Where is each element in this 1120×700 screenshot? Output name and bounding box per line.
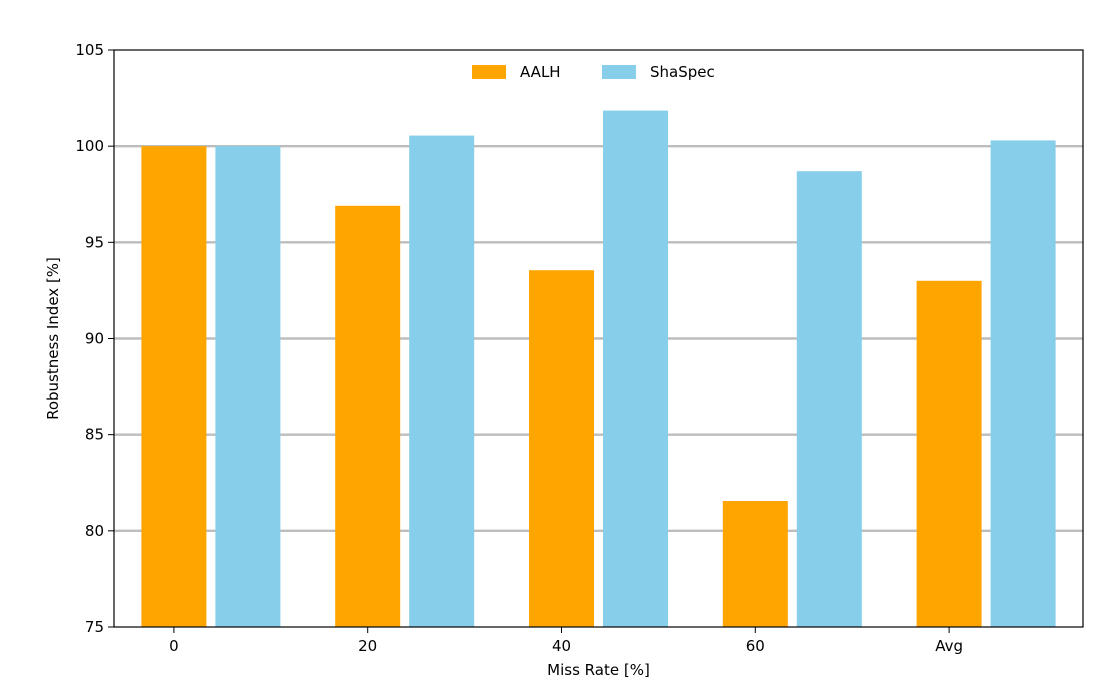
x-tick-label: 60: [746, 637, 765, 655]
legend-swatch-aalh: [472, 65, 506, 79]
bar-aalh-60: [722, 501, 788, 627]
y-tick-label: 75: [85, 618, 104, 636]
y-axis-title: Robustness Index [%]: [44, 257, 62, 420]
x-tick-label: 0: [169, 637, 179, 655]
y-tick-label: 85: [85, 426, 104, 444]
bar-shaspec-40: [603, 110, 668, 627]
legend-swatch-shaspec: [602, 65, 636, 79]
bar-aalh-0: [141, 146, 207, 627]
bar-aalh-40: [529, 270, 594, 627]
legend-label-shaspec: ShaSpec: [650, 63, 715, 81]
legend: AALH ShaSpec: [472, 63, 715, 81]
y-tick-label: 80: [85, 522, 104, 540]
bar-aalh-20: [335, 205, 401, 628]
legend-label-aalh: AALH: [520, 63, 561, 81]
y-axis: 75 80 85 90 95 100 105: [75, 41, 114, 636]
y-tick-label: 100: [75, 137, 104, 155]
y-tick-label: 90: [85, 330, 104, 348]
bars: [141, 110, 1056, 628]
x-axis: 0 20 40 60 Avg: [169, 627, 963, 655]
bar-shaspec-0: [215, 146, 281, 627]
x-tick-label: 20: [358, 637, 377, 655]
x-tick-label: 40: [552, 637, 571, 655]
bar-shaspec-20: [409, 135, 475, 628]
y-tick-label: 105: [75, 41, 104, 59]
bar-shaspec-avg: [990, 140, 1056, 627]
x-axis-title: Miss Rate [%]: [547, 661, 650, 679]
x-tick-label: Avg: [935, 637, 963, 655]
bar-aalh-avg: [916, 280, 982, 627]
y-tick-label: 95: [85, 233, 104, 251]
bar-shaspec-60: [796, 171, 862, 628]
